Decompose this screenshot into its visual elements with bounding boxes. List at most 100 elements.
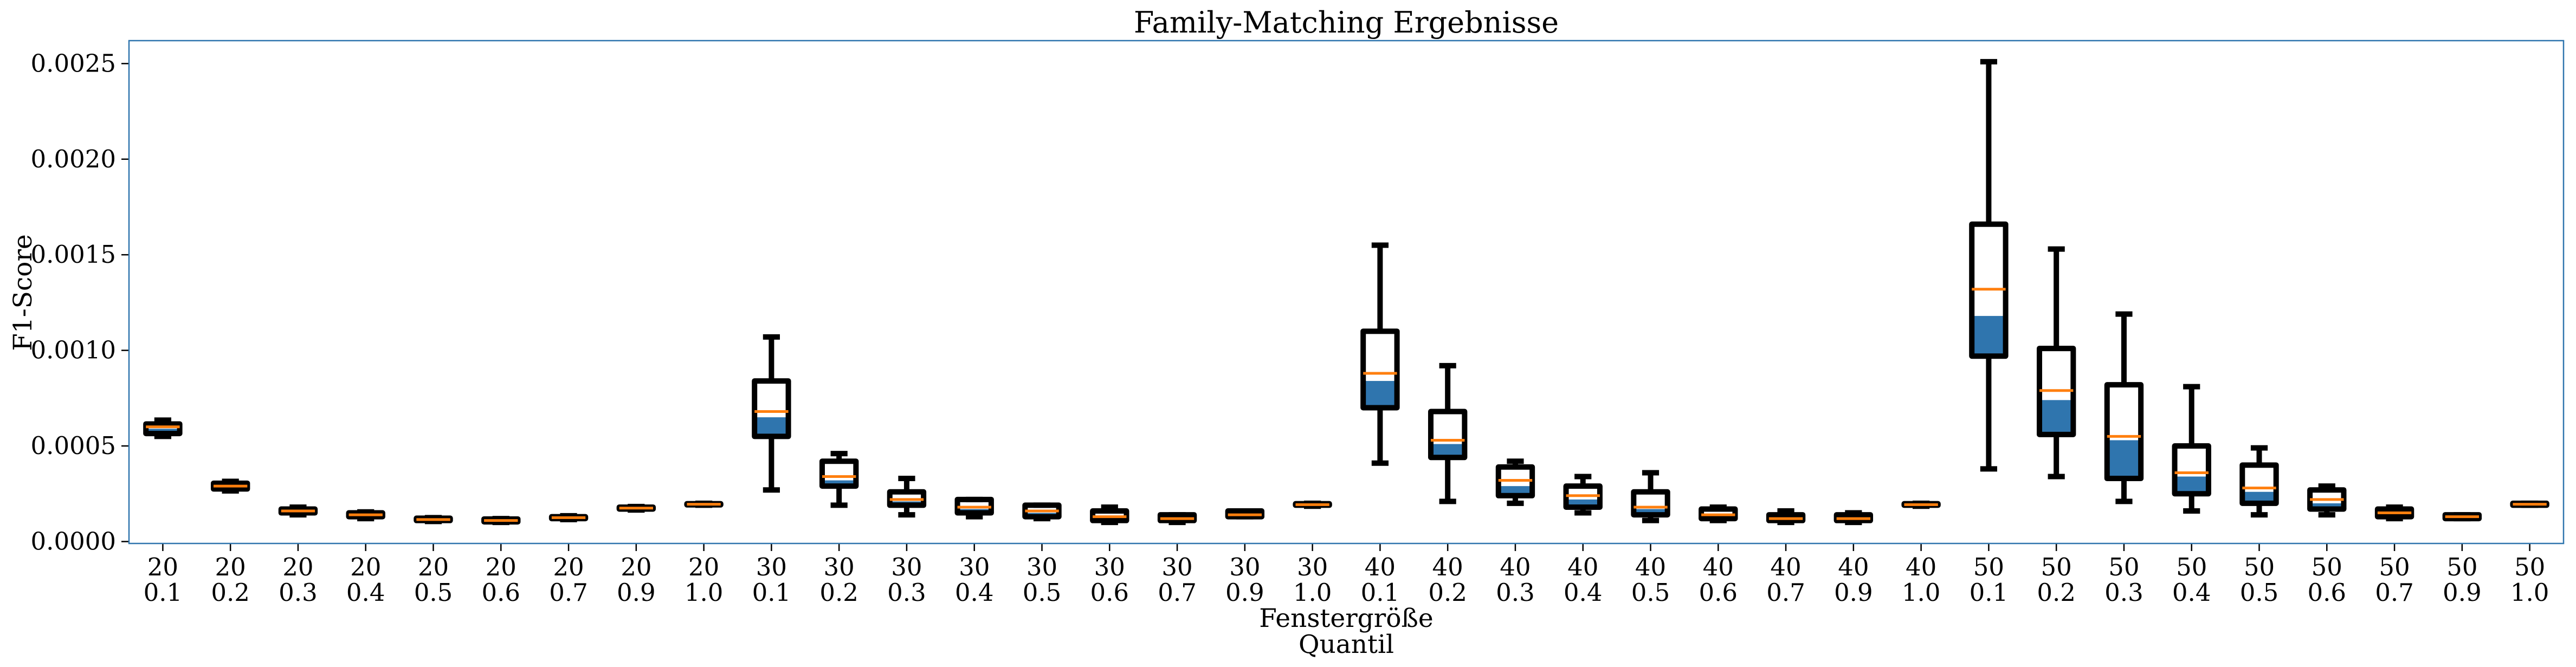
- x-axis-label-quantile: Quantil: [1299, 630, 1394, 659]
- box-body: [1360, 328, 1400, 411]
- x-tick-label-quantile: 0.1: [752, 578, 791, 607]
- box-body: [1428, 409, 1468, 461]
- x-tick-label-window-size: 20: [147, 553, 178, 581]
- x-tick-label-quantile: 0.2: [211, 578, 250, 607]
- x-tick-label-window-size: 50: [2446, 553, 2477, 581]
- x-tick-label-window-size: 40: [1703, 553, 1734, 581]
- x-tick-label-quantile: 0.3: [2104, 578, 2144, 607]
- x-tick-label-quantile: 0.9: [1225, 578, 1264, 607]
- box-group: [2172, 384, 2211, 514]
- x-tick-label-quantile: 0.7: [1766, 578, 1805, 607]
- x-tick-label-quantile: 0.6: [2307, 578, 2346, 607]
- box-group: [2239, 445, 2279, 518]
- box-group: [1428, 362, 1468, 504]
- x-tick-label-window-size: 20: [282, 553, 313, 581]
- y-axis-label: F1-Score: [8, 234, 38, 351]
- x-tick-label-window-size: 20: [688, 553, 719, 581]
- x-tick-label-quantile: 0.2: [2037, 578, 2076, 607]
- y-tick-label: 0.0005: [31, 431, 116, 460]
- box-group: [1157, 512, 1197, 526]
- box-group: [819, 451, 859, 508]
- box-group: [1901, 500, 1941, 509]
- x-tick-label-window-size: 20: [553, 553, 584, 581]
- box-body: [2239, 462, 2279, 506]
- x-tick-label-quantile: 1.0: [685, 578, 724, 607]
- box-fill: [2310, 503, 2344, 509]
- x-tick-label-window-size: 20: [418, 553, 449, 581]
- box-group: [2510, 500, 2549, 508]
- box-group: [2307, 483, 2347, 518]
- x-tick-label-quantile: 1.0: [2510, 578, 2549, 607]
- x-tick-label-quantile: 0.5: [2240, 578, 2279, 607]
- box-group: [2442, 512, 2482, 522]
- box-group: [616, 503, 656, 513]
- box-fill: [2039, 400, 2074, 435]
- box-body: [143, 421, 183, 437]
- x-tick-label-window-size: 30: [1094, 553, 1125, 581]
- box-group: [2374, 504, 2414, 522]
- x-tick-label-window-size: 40: [1770, 553, 1801, 581]
- box-group: [1022, 502, 1062, 522]
- box-group: [1563, 474, 1603, 516]
- box-group: [1833, 510, 1874, 526]
- box-body: [752, 378, 791, 439]
- x-tick-label-quantile: 0.3: [279, 578, 318, 607]
- box-group: [887, 476, 927, 518]
- x-tick-label-quantile: 0.5: [1631, 578, 1670, 607]
- box-group: [1766, 508, 1806, 526]
- x-tick-label-quantile: 0.7: [1158, 578, 1197, 607]
- y-tick-label: 0.0015: [31, 240, 116, 269]
- box-group: [548, 513, 589, 522]
- x-tick-label-window-size: 40: [1500, 553, 1531, 581]
- box-group: [2104, 311, 2144, 504]
- box-group: [752, 334, 791, 493]
- y-axis-ticks: 0.0000 0.0005 0.0010 0.0015 0.0020 0.0025: [31, 49, 129, 555]
- box-series: [143, 59, 2549, 526]
- x-tick-label-quantile: 0.4: [2172, 578, 2211, 607]
- box-group: [278, 504, 318, 518]
- x-tick-label-window-size: 20: [215, 553, 246, 581]
- x-tick-label-quantile: 0.1: [1361, 578, 1400, 607]
- box-body: [819, 458, 859, 489]
- x-tick-label-window-size: 30: [1161, 553, 1192, 581]
- x-tick-label-window-size: 50: [2108, 553, 2139, 581]
- box-fill: [2242, 491, 2276, 503]
- x-tick-label-window-size: 30: [824, 553, 855, 581]
- box-fill: [2107, 440, 2141, 479]
- x-tick-label-window-size: 50: [2176, 553, 2207, 581]
- x-tick-label-quantile: 0.9: [1834, 578, 1873, 607]
- x-tick-label-quantile: 0.6: [481, 578, 520, 607]
- box-group: [414, 515, 453, 524]
- x-tick-label-quantile: 0.6: [1090, 578, 1129, 607]
- x-tick-label-quantile: 0.3: [887, 578, 926, 607]
- x-tick-label-window-size: 30: [959, 553, 990, 581]
- x-tick-label-window-size: 50: [2041, 553, 2072, 581]
- box-group: [1969, 59, 2009, 472]
- x-tick-label-quantile: 0.1: [144, 578, 183, 607]
- x-tick-label-window-size: 20: [350, 553, 381, 581]
- box-fill: [1363, 381, 1397, 408]
- box-group: [346, 509, 385, 522]
- x-tick-label-quantile: 0.2: [1428, 578, 1467, 607]
- x-tick-label-window-size: 50: [2514, 553, 2545, 581]
- x-tick-label-quantile: 0.5: [1023, 578, 1062, 607]
- x-tick-label-window-size: 50: [2379, 553, 2410, 581]
- box-group: [143, 417, 183, 439]
- box-fill: [1634, 509, 1668, 515]
- box-group: [481, 516, 521, 526]
- box-group: [1631, 470, 1670, 523]
- x-tick-label-window-size: 40: [1838, 553, 1869, 581]
- x-tick-label-quantile: 1.0: [1293, 578, 1332, 607]
- box-body: [2172, 443, 2211, 497]
- x-tick-label-quantile: 1.0: [1902, 578, 1941, 607]
- x-tick-label-quantile: 0.9: [2443, 578, 2482, 607]
- box-fill: [2174, 476, 2209, 494]
- y-tick-label: 0.0020: [31, 145, 116, 173]
- x-tick-label-window-size: 40: [1432, 553, 1463, 581]
- x-tick-label-window-size: 30: [1297, 553, 1328, 581]
- x-tick-label-window-size: 50: [2312, 553, 2342, 581]
- box-body: [1631, 489, 1670, 518]
- x-tick-label-quantile: 0.7: [2375, 578, 2414, 607]
- box-group: [1360, 242, 1400, 466]
